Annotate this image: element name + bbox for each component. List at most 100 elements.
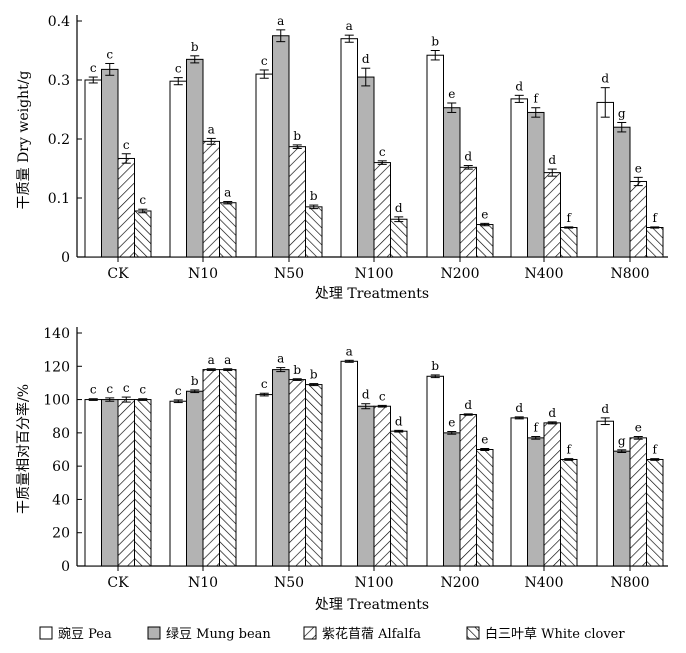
chart1-x-axis-title: 处理 Treatments [315, 286, 429, 302]
legend-label-alfalfa: 紫花苜蓿 Alfalfa [322, 626, 421, 642]
chart2-category-label: N400 [525, 575, 564, 591]
chart2-significance-letter: f [534, 421, 540, 435]
legend-swatch-white-clover [466, 626, 480, 640]
chart1-significance-letter: b [293, 129, 301, 143]
relative-percentage-chart: 干质量相对百分率/% 处理 Treatments 0 20 40 60 80 100 120… [15, 326, 668, 613]
chart1-category-label: N10 [188, 266, 218, 282]
chart2-bar-white-clover [476, 449, 494, 567]
chart2-y-tick-label: 140 [43, 326, 70, 342]
chart1-significance-letter: c [379, 145, 386, 159]
chart2-bar-white-clover [219, 369, 237, 567]
chart1-bar-alfalfa [202, 140, 220, 258]
chart2-bar-mung-bean [443, 432, 461, 567]
chart1-significance-letter: e [635, 161, 642, 175]
chart1-category-label: N200 [441, 266, 480, 282]
chart1-category-label: N800 [611, 266, 650, 282]
chart1-category-label: N100 [355, 266, 394, 282]
chart2-bar-pea [510, 417, 528, 567]
chart1-y-tick-label: 0.2 [48, 132, 70, 148]
chart2-y-tick-label: 80 [52, 426, 70, 442]
chart2-significance-letter: g [618, 434, 626, 448]
chart2-y-tick-label: 0 [61, 559, 70, 575]
chart1-significance-letter: b [431, 35, 439, 49]
chart1-bar-pea [596, 101, 614, 258]
chart1-bar-pea [255, 73, 273, 258]
chart1-significance-letter: c [175, 62, 182, 76]
chart2-category-label: N50 [274, 575, 304, 591]
legend-label-pea: 豌豆 Pea [58, 626, 112, 642]
chart1-category-label: CK [107, 266, 129, 282]
chart1-bar-white-clover [476, 224, 494, 258]
chart2-bar-white-clover [134, 399, 152, 567]
chart2-significance-letter: d [395, 414, 403, 428]
chart2-bar-mung-bean [527, 437, 545, 567]
chart2-significance-letter: b [310, 368, 318, 382]
chart2-y-tick-label: 120 [43, 359, 70, 375]
chart1-bar-white-clover [219, 202, 237, 258]
chart2-significance-letter: d [515, 401, 523, 415]
chart2-significance-letter: a [346, 344, 353, 358]
chart1-y-tick-label: 0 [61, 250, 70, 266]
chart2-significance-letter: b [293, 363, 301, 377]
chart2-significance-letter: a [208, 353, 215, 367]
chart1-bar-mung-bean [527, 111, 545, 258]
chart2-bar-mung-bean [272, 369, 290, 567]
chart1-bar-alfalfa [543, 172, 561, 258]
chart1-bar-pea [510, 98, 528, 258]
chart2-significance-letter: f [567, 443, 573, 457]
chart1-bar-pea [84, 79, 102, 258]
chart1-bar-alfalfa [459, 166, 477, 258]
chart1-bar-white-clover [305, 206, 323, 258]
chart1-significance-letter: a [224, 186, 231, 200]
chart1-bar-mung-bean [101, 68, 119, 258]
chart1-significance-letter: d [548, 153, 556, 167]
legend-swatch-pea [39, 626, 53, 640]
chart2-significance-letter: e [448, 416, 455, 430]
chart2-bar-alfalfa [202, 369, 220, 567]
chart1-significance-letter: c [106, 47, 113, 61]
legend-swatch-mung-bean [147, 626, 161, 640]
chart1-significance-letter: a [208, 122, 215, 136]
chart2-significance-letter: c [139, 383, 146, 397]
chart2-significance-letter: f [653, 443, 659, 457]
chart2-bar-white-clover [560, 458, 578, 567]
chart1-bar-pea [340, 38, 358, 258]
chart2-significance-letter: e [481, 433, 488, 447]
chart1-bar-alfalfa [629, 180, 647, 258]
chart2-bar-white-clover [646, 458, 664, 567]
chart2-bar-white-clover [305, 384, 323, 567]
chart1-category-label: N400 [525, 266, 564, 282]
chart1-bar-white-clover [390, 218, 408, 258]
legend: 豌豆 Pea 绿豆 Mung bean 紫花苜蓿 Alfalfa 白三叶草 Wh… [39, 626, 625, 642]
chart2-category-label: N200 [441, 575, 480, 591]
chart1-significance-letter: d [395, 201, 403, 215]
chart1-bar-alfalfa [373, 162, 391, 258]
chart1-bar-mung-bean [613, 126, 631, 258]
chart2-bar-pea [169, 400, 187, 567]
chart1-bar-mung-bean [272, 35, 290, 258]
chart1-bar-pea [169, 80, 187, 258]
chart2-category-label: N100 [355, 575, 394, 591]
chart1-significance-letter: d [464, 150, 472, 164]
chart2-bar-pea [596, 420, 614, 567]
chart1-significance-letter: f [534, 92, 540, 106]
chart2-bar-white-clover [390, 430, 408, 567]
chart2-significance-letter: c [106, 382, 113, 396]
chart1-significance-letter: c [90, 61, 97, 75]
chart1-y-tick-label: 0.4 [48, 14, 70, 30]
chart1-significance-letter: a [346, 19, 353, 33]
chart2-category-label: N10 [188, 575, 218, 591]
chart2-bar-alfalfa [459, 414, 477, 567]
chart1-bar-mung-bean [186, 58, 204, 258]
chart1-bar-alfalfa [117, 157, 135, 258]
dry-weight-chart: 干质量 Dry weight/g 处理 Treatments 0 0.1 0.2 0.… [16, 14, 668, 302]
chart1-significance-letter: a [277, 14, 284, 28]
chart2-y-tick-label: 60 [52, 459, 70, 475]
chart2-bar-alfalfa [543, 422, 561, 567]
chart2-significance-letter: b [191, 374, 199, 388]
legend-label-mung-bean: 绿豆 Mung bean [166, 627, 271, 642]
chart1-bar-alfalfa [288, 146, 306, 258]
chart2-significance-letter: b [431, 359, 439, 373]
chart1-y-tick-label: 0.1 [48, 191, 70, 207]
chart2-y-tick-label: 20 [52, 526, 70, 542]
